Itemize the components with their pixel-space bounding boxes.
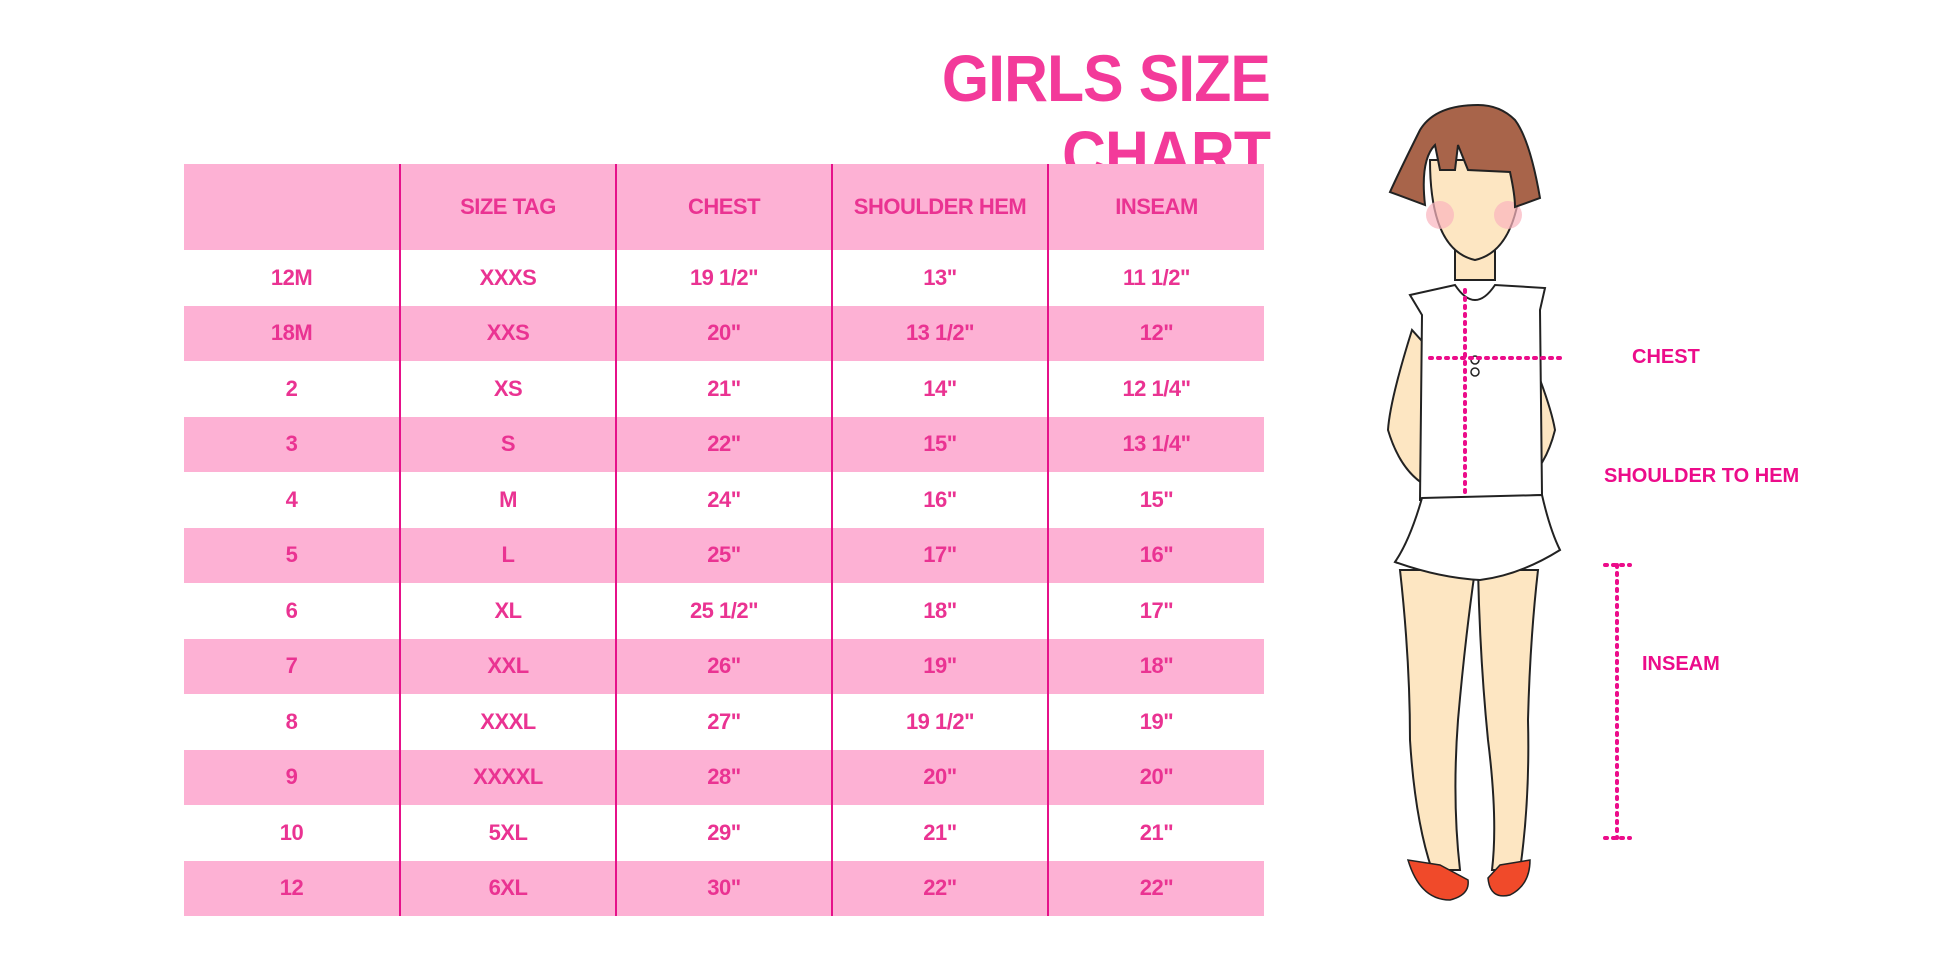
table-cell: 20" [1047, 749, 1264, 805]
table-cell: 25" [615, 527, 832, 583]
table-cell: 18" [1047, 638, 1264, 694]
table-cell: 16" [1047, 527, 1264, 583]
shoulder-to-hem-label: SHOULDER TO HEM [1604, 465, 1800, 487]
table-cell: 21" [1047, 805, 1264, 861]
header-cell: SHOULDER HEM [831, 164, 1048, 250]
table-cell: 13 1/4" [1047, 416, 1264, 472]
table-cell: 29" [615, 805, 832, 861]
size-chart-table: SIZE TAG CHEST SHOULDER HEM INSEAM 12M XX… [184, 164, 1264, 916]
table-cell: 22" [831, 860, 1048, 916]
table-cell: 21" [615, 361, 832, 417]
table-cell: 17" [831, 527, 1048, 583]
table-cell: XXXS [399, 250, 616, 306]
table-cell: 18M [184, 305, 400, 361]
table-cell: L [399, 527, 616, 583]
table-cell: 20" [615, 305, 832, 361]
table-cell: 25 1/2" [615, 583, 832, 639]
table-cell: 9 [184, 749, 400, 805]
table-cell: 22" [615, 416, 832, 472]
table-cell: 11 1/2" [1047, 250, 1264, 306]
table-row: 4 M 24" 16" 15" [184, 472, 1264, 528]
table-cell: 18" [831, 583, 1048, 639]
table-cell: 27" [615, 694, 832, 750]
table-cell: 12" [1047, 305, 1264, 361]
table-cell: 16" [831, 472, 1048, 528]
table-row: 5 L 25" 17" 16" [184, 527, 1264, 583]
header-cell: CHEST [615, 164, 832, 250]
table-cell: XXXL [399, 694, 616, 750]
table-row: 2 XS 21" 14" 12 1/4" [184, 361, 1264, 417]
table-cell: 5XL [399, 805, 616, 861]
chest-label: CHEST [1632, 346, 1700, 368]
table-header-row: SIZE TAG CHEST SHOULDER HEM INSEAM [184, 164, 1264, 250]
inseam-label: INSEAM [1642, 653, 1720, 675]
table-row: 6 XL 25 1/2" 18" 17" [184, 583, 1264, 639]
table-cell: 15" [1047, 472, 1264, 528]
table-cell: 13 1/2" [831, 305, 1048, 361]
table-cell: S [399, 416, 616, 472]
table-cell: 14" [831, 361, 1048, 417]
table-cell: 3 [184, 416, 400, 472]
header-cell: INSEAM [1047, 164, 1264, 250]
table-cell: 19 1/2" [615, 250, 832, 306]
table-cell: 20" [831, 749, 1048, 805]
table-cell: 12 [184, 860, 400, 916]
girl-measurement-illustration [1386, 103, 1632, 901]
table-row: 12 6XL 30" 22" 22" [184, 860, 1264, 916]
table-cell: 7 [184, 638, 400, 694]
page-title: GIRLS SIZE CHART [941, 41, 1271, 191]
table-cell: 28" [615, 749, 832, 805]
table-row: 18M XXS 20" 13 1/2" 12" [184, 305, 1264, 361]
table-cell: XXL [399, 638, 616, 694]
table-cell: 17" [1047, 583, 1264, 639]
table-cell: 5 [184, 527, 400, 583]
table-cell: 19 1/2" [831, 694, 1048, 750]
table-row: 9 XXXXL 28" 20" 20" [184, 749, 1264, 805]
table-cell: M [399, 472, 616, 528]
table-cell: 12M [270, 264, 313, 290]
table-row: 3 S 22" 15" 13 1/4" [184, 416, 1264, 472]
table-cell: 10 [279, 819, 304, 845]
table-cell: XS [399, 361, 616, 417]
table-cell: 12 1/4" [1047, 361, 1264, 417]
table-cell: 4 [285, 486, 298, 512]
table-cell: 6 [285, 597, 298, 623]
table-row: 12M XXXS 19 1/2" 13" 11 1/2" [184, 250, 1264, 306]
table-row: 10 5XL 29" 21" 21" [184, 805, 1264, 861]
table-cell: 19" [831, 638, 1048, 694]
table-cell: 19" [1047, 694, 1264, 750]
table-cell: XL [399, 583, 616, 639]
table-cell: 21" [831, 805, 1048, 861]
table-cell: 2 [285, 375, 298, 401]
table-cell: XXXXL [399, 749, 616, 805]
table-cell: 6XL [399, 860, 616, 916]
table-cell: XXS [399, 305, 616, 361]
header-cell: SIZE TAG [399, 164, 616, 250]
table-cell: 15" [831, 416, 1048, 472]
header-cell [184, 164, 400, 250]
table-cell: 30" [615, 860, 832, 916]
table-cell: 24" [615, 472, 832, 528]
table-row: 7 XXL 26" 19" 18" [184, 638, 1264, 694]
table-cell: 22" [1047, 860, 1264, 916]
table-cell: 13" [831, 250, 1048, 306]
table-cell: 8 [285, 708, 298, 734]
table-cell: 26" [615, 638, 832, 694]
table-row: 8 XXXL 27" 19 1/2" 19" [184, 694, 1264, 750]
